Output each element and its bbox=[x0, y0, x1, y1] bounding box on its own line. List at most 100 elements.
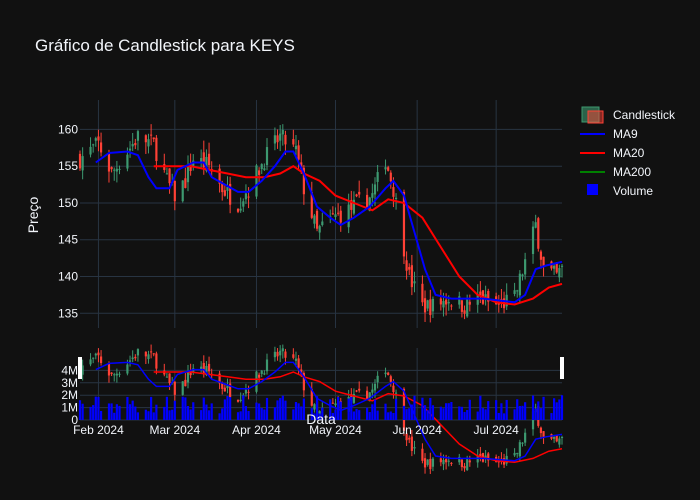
candle-body bbox=[402, 192, 406, 257]
volume-bar bbox=[521, 405, 524, 420]
candle-body bbox=[128, 148, 132, 151]
preview-candle-body bbox=[497, 461, 500, 463]
candle-body bbox=[200, 158, 203, 163]
volume-bar bbox=[258, 403, 261, 420]
legend-item-ma9[interactable]: MA9 bbox=[580, 127, 638, 141]
preview-candle-body bbox=[113, 374, 116, 376]
preview-candle-body bbox=[423, 458, 427, 468]
x-tick-label: Apr 2024 bbox=[232, 423, 281, 437]
volume-bar bbox=[402, 405, 406, 420]
preview-candle-body bbox=[555, 434, 558, 442]
preview-candle-body bbox=[479, 453, 482, 457]
preview-candle-body bbox=[518, 442, 521, 457]
preview-candle-body bbox=[553, 437, 556, 439]
volume-bar bbox=[466, 410, 469, 420]
volume-bar bbox=[218, 413, 221, 420]
preview-candle-body bbox=[115, 373, 118, 376]
range-handle-left[interactable] bbox=[78, 357, 82, 379]
volume-bar bbox=[110, 403, 113, 420]
volume-bar bbox=[429, 397, 432, 420]
preview-candle-body bbox=[294, 358, 298, 361]
volume-bar bbox=[468, 399, 471, 420]
volume-bar bbox=[524, 402, 527, 420]
candle-body bbox=[358, 191, 361, 195]
volume-bar bbox=[81, 403, 84, 420]
volume-bar bbox=[226, 395, 229, 420]
candle-body bbox=[136, 131, 140, 141]
legend-swatch-candlestick-down bbox=[587, 110, 604, 124]
candle-body bbox=[92, 144, 95, 146]
legend-item-volume[interactable]: Volume bbox=[587, 184, 653, 198]
candle-body bbox=[447, 302, 450, 304]
candle-body bbox=[431, 298, 435, 312]
y-tick-label: 160 bbox=[58, 122, 78, 136]
candle-body bbox=[134, 143, 137, 146]
volume-bar bbox=[450, 402, 453, 420]
price-panel bbox=[78, 124, 564, 323]
preview-candle-body bbox=[184, 379, 187, 387]
volume-bar bbox=[99, 410, 103, 420]
volume-bar bbox=[534, 408, 537, 420]
candle-body bbox=[184, 178, 187, 188]
volume-bar bbox=[321, 407, 324, 420]
candle-body bbox=[355, 194, 358, 197]
range-handle-right[interactable] bbox=[560, 357, 564, 379]
volume-bar bbox=[560, 395, 564, 420]
candle-body bbox=[115, 168, 118, 172]
volume-bar bbox=[239, 411, 242, 420]
volume-tick-label: 0 bbox=[71, 413, 78, 427]
preview-candle-body bbox=[421, 448, 424, 461]
preview-candle-body bbox=[513, 452, 516, 456]
preview-candle-body bbox=[318, 411, 321, 416]
volume-bar bbox=[202, 397, 205, 420]
volume-bar bbox=[463, 411, 466, 420]
volume-bar bbox=[408, 408, 411, 420]
preview-candle-body bbox=[155, 353, 158, 369]
volume-bar bbox=[542, 396, 545, 420]
candle-body bbox=[150, 134, 153, 136]
volume-bar bbox=[94, 396, 97, 420]
volume-bar bbox=[273, 407, 277, 420]
preview-candle-body bbox=[218, 373, 221, 384]
candle-body bbox=[413, 281, 416, 284]
volume-bar bbox=[531, 395, 535, 420]
preview-candle-body bbox=[429, 458, 432, 470]
preview-candle-body bbox=[226, 385, 229, 389]
candle-body bbox=[352, 199, 356, 214]
volume-bar bbox=[487, 401, 490, 420]
volume-bar bbox=[229, 397, 232, 420]
candle-body bbox=[173, 180, 176, 202]
candle-body bbox=[555, 262, 558, 273]
volume-bar bbox=[339, 401, 342, 420]
volume-bar bbox=[394, 398, 398, 420]
chart-title: Gráfico de Candlestick para KEYS bbox=[35, 36, 295, 55]
legend-item-candlestick[interactable]: Candlestick bbox=[581, 106, 676, 124]
volume-bar bbox=[439, 406, 442, 420]
candle-body bbox=[263, 168, 266, 170]
candle-body bbox=[81, 156, 84, 171]
candle-body bbox=[313, 215, 316, 224]
candle-body bbox=[318, 226, 321, 233]
volume-bar bbox=[281, 395, 284, 420]
volume-bar bbox=[313, 413, 316, 420]
ma9-line bbox=[95, 150, 563, 304]
candle-body bbox=[113, 169, 116, 171]
preview-candle-body bbox=[445, 459, 448, 463]
preview-candle-body bbox=[371, 389, 374, 393]
preview-candle-body bbox=[263, 373, 266, 375]
volume-bar bbox=[294, 401, 298, 420]
candle-body bbox=[458, 296, 461, 305]
candle-body bbox=[537, 218, 540, 249]
preview-candle-body bbox=[244, 389, 248, 394]
legend-item-ma200[interactable]: MA200 bbox=[580, 165, 651, 179]
legend-item-ma20[interactable]: MA20 bbox=[580, 146, 645, 160]
candle-body bbox=[239, 208, 242, 211]
volume-bar bbox=[242, 395, 245, 420]
volume-bar bbox=[168, 410, 171, 420]
volume-bar bbox=[107, 403, 111, 420]
candle-body bbox=[337, 212, 340, 214]
preview-candle-body bbox=[302, 373, 305, 391]
candle-body bbox=[423, 298, 427, 313]
preview-candle-body bbox=[542, 431, 545, 438]
legend-label-volume: Volume bbox=[613, 184, 653, 198]
